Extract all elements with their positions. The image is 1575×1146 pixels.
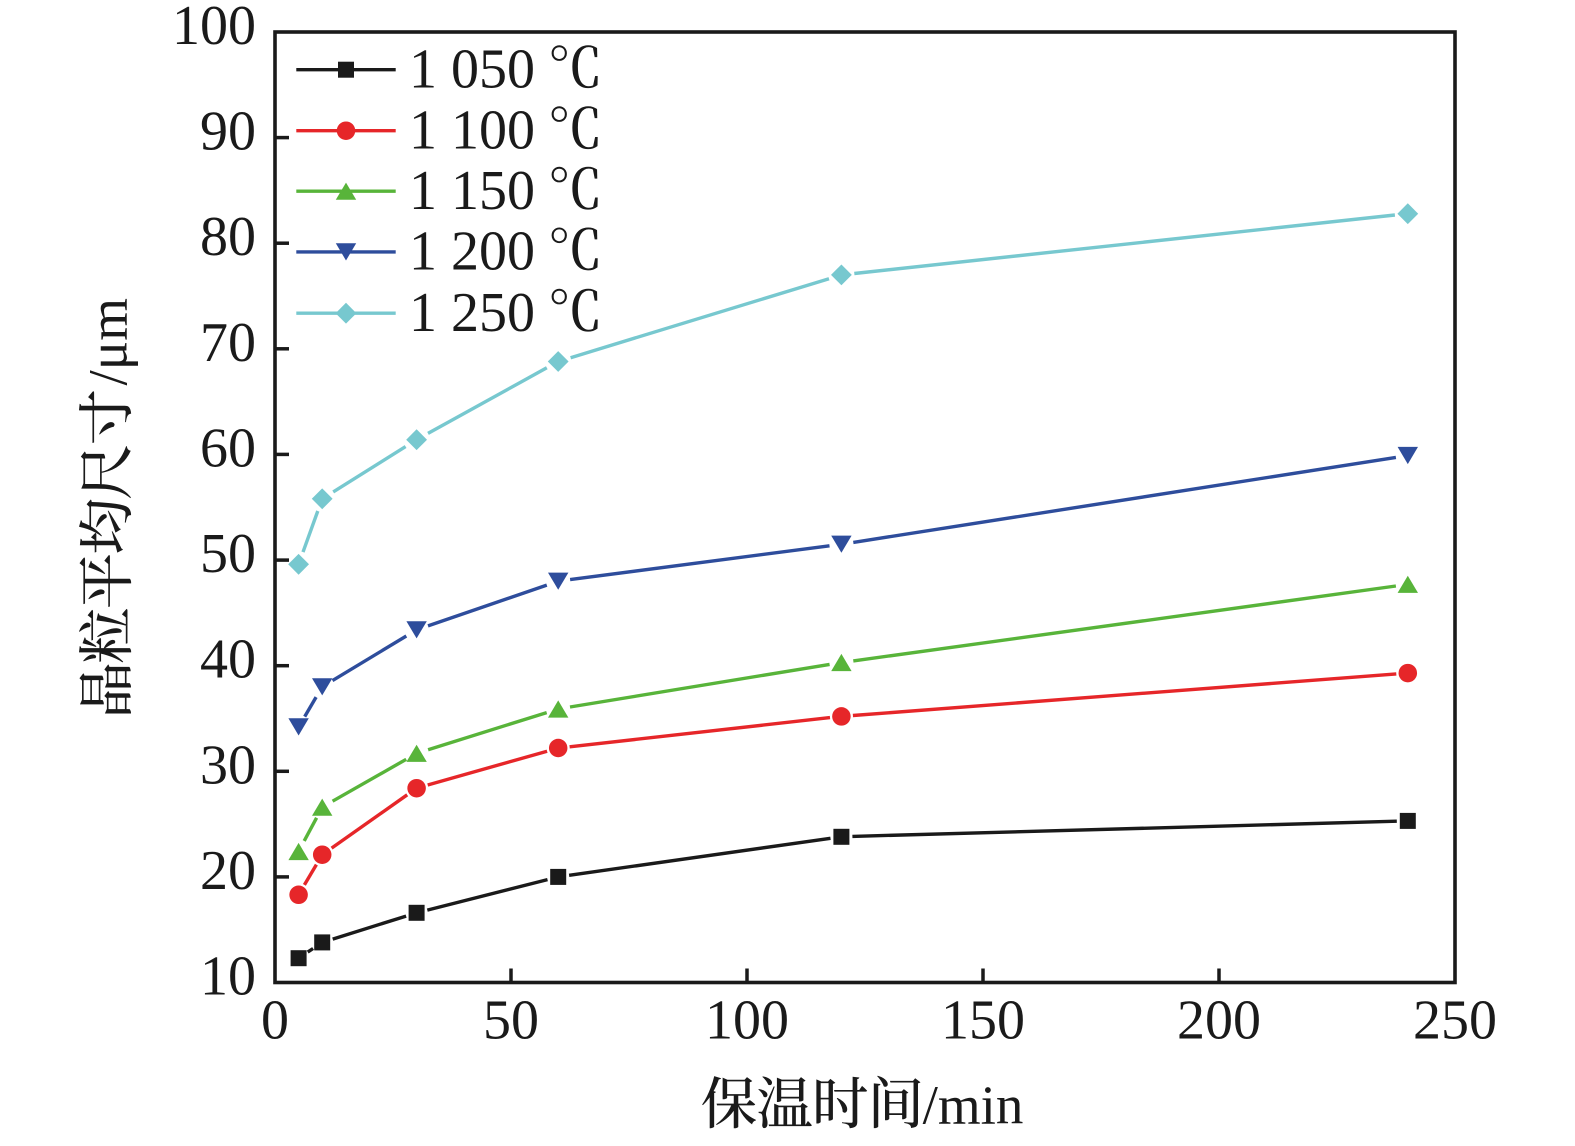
svg-text:100: 100 — [172, 0, 256, 57]
svg-text:10: 10 — [200, 946, 256, 1008]
svg-text:40: 40 — [200, 629, 256, 691]
svg-text:/min: /min — [923, 1075, 1024, 1136]
svg-text:1 150: 1 150 — [409, 160, 535, 222]
svg-text:/μm: /μm — [78, 298, 139, 386]
svg-text:200: 200 — [1177, 990, 1261, 1052]
svg-text:150: 150 — [941, 990, 1025, 1052]
svg-text:1 250: 1 250 — [409, 282, 535, 344]
svg-text:20: 20 — [200, 840, 256, 902]
svg-text:30: 30 — [200, 734, 256, 796]
svg-text:90: 90 — [200, 101, 256, 163]
svg-text:50: 50 — [483, 990, 539, 1052]
svg-text:80: 80 — [200, 206, 256, 268]
svg-text:0: 0 — [261, 990, 289, 1052]
svg-text:50: 50 — [200, 523, 256, 585]
svg-text:60: 60 — [200, 417, 256, 479]
svg-text:70: 70 — [200, 312, 256, 374]
svg-text:1 100: 1 100 — [409, 99, 535, 161]
svg-text:100: 100 — [705, 990, 789, 1052]
svg-text:1 050: 1 050 — [409, 38, 535, 100]
svg-text:1 200: 1 200 — [409, 221, 535, 283]
svg-text:250: 250 — [1413, 990, 1497, 1052]
